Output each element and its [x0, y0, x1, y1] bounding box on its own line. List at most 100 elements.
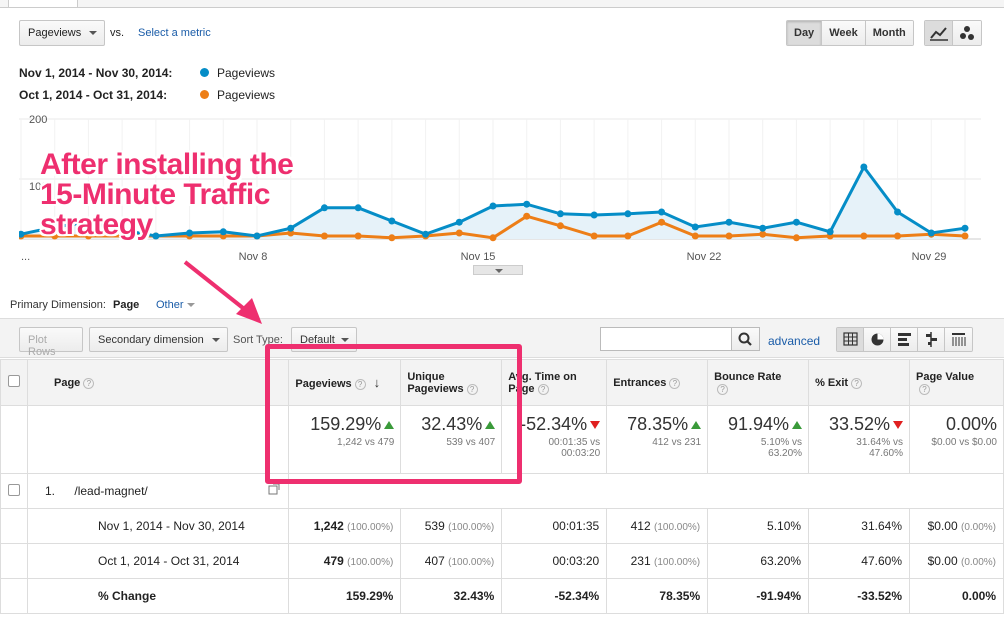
- help-icon[interactable]: ?: [851, 377, 863, 389]
- performance-view-button[interactable]: [891, 328, 918, 351]
- day-button[interactable]: Day: [787, 21, 823, 45]
- data-point[interactable]: [691, 223, 699, 231]
- data-point[interactable]: [489, 234, 497, 242]
- header-page[interactable]: Page?: [26, 359, 290, 406]
- primary-dimension-page[interactable]: Page: [113, 299, 140, 311]
- x-tick-label: Nov 29: [911, 251, 947, 263]
- data-point[interactable]: [691, 232, 699, 240]
- select-all-checkbox[interactable]: [8, 375, 20, 387]
- external-link-icon[interactable]: [268, 483, 280, 495]
- data-point[interactable]: [388, 217, 396, 225]
- data-point[interactable]: [186, 229, 194, 237]
- data-point[interactable]: [556, 222, 564, 230]
- data-point[interactable]: [523, 212, 531, 220]
- cell-percent: (100.00%): [347, 557, 394, 568]
- data-point[interactable]: [658, 218, 666, 226]
- data-point[interactable]: [152, 232, 160, 240]
- select-metric-link[interactable]: Select a metric: [138, 27, 211, 39]
- cell-value: $0.00 (0.00%): [909, 543, 1004, 579]
- data-point[interactable]: [455, 229, 463, 237]
- header-bounce-rate[interactable]: Bounce Rate?: [707, 359, 810, 406]
- data-point[interactable]: [84, 232, 92, 240]
- data-point[interactable]: [455, 218, 463, 226]
- header-page-value[interactable]: Page Value?: [909, 359, 1004, 406]
- page-link[interactable]: /lead-magnet/: [74, 484, 148, 498]
- data-point[interactable]: [860, 232, 868, 240]
- data-point[interactable]: [961, 232, 969, 240]
- week-button[interactable]: Week: [822, 21, 866, 45]
- data-point[interactable]: [792, 234, 800, 242]
- data-point[interactable]: [219, 228, 227, 236]
- motion-chart-button[interactable]: [953, 21, 981, 45]
- header-pageviews[interactable]: Pageviews? ↓: [288, 359, 402, 406]
- data-point[interactable]: [489, 202, 497, 210]
- data-point[interactable]: [826, 228, 834, 236]
- data-point[interactable]: [287, 224, 295, 232]
- data-point[interactable]: [118, 226, 126, 234]
- data-point[interactable]: [287, 229, 295, 237]
- data-point[interactable]: [894, 232, 902, 240]
- search-button[interactable]: [731, 328, 759, 350]
- legend-item-previous: Oct 1, 2014 - Oct 31, 2014: Pageviews: [19, 88, 275, 102]
- row-checkbox[interactable]: [8, 483, 20, 496]
- data-point[interactable]: [19, 230, 25, 238]
- data-point[interactable]: [725, 218, 733, 226]
- line-chart-button[interactable]: [925, 21, 953, 45]
- data-point[interactable]: [590, 211, 598, 219]
- primary-dimension-other[interactable]: Other: [156, 299, 195, 311]
- x-tick-label: Nov 8: [238, 251, 268, 263]
- chart-collapse-handle[interactable]: [473, 265, 523, 275]
- data-point[interactable]: [388, 234, 396, 242]
- secondary-dimension-select[interactable]: Secondary dimension: [89, 327, 228, 352]
- header-exit[interactable]: % Exit?: [808, 359, 910, 406]
- data-point[interactable]: [759, 230, 767, 238]
- pie-view-button[interactable]: [864, 328, 891, 351]
- data-point[interactable]: [927, 229, 935, 237]
- data-point[interactable]: [422, 230, 430, 238]
- help-icon[interactable]: ?: [354, 379, 366, 390]
- data-point[interactable]: [354, 204, 362, 212]
- metric-select[interactable]: Pageviews: [19, 20, 105, 46]
- x-tick-label: Nov 22: [686, 251, 722, 263]
- chart-canvas: [19, 118, 981, 242]
- data-point[interactable]: [253, 232, 261, 240]
- help-icon[interactable]: ?: [466, 383, 478, 395]
- comparison-view-button[interactable]: [918, 328, 945, 351]
- data-point[interactable]: [860, 163, 868, 171]
- data-point[interactable]: [658, 208, 666, 216]
- data-point[interactable]: [84, 218, 92, 226]
- data-point[interactable]: [961, 224, 969, 232]
- plot-rows-button[interactable]: Plot Rows: [19, 327, 83, 358]
- data-point[interactable]: [624, 232, 632, 240]
- help-icon[interactable]: ?: [537, 383, 549, 395]
- pivot-view-button[interactable]: [945, 328, 972, 351]
- header-entrances[interactable]: Entrances?: [606, 359, 709, 406]
- help-icon[interactable]: ?: [83, 377, 95, 389]
- data-point[interactable]: [590, 232, 598, 240]
- cell-percent: (100.00%): [347, 522, 394, 533]
- tab-explorer[interactable]: [8, 0, 78, 8]
- table-view-button[interactable]: [837, 328, 864, 351]
- data-point[interactable]: [320, 204, 328, 212]
- data-point[interactable]: [51, 232, 59, 240]
- data-point[interactable]: [51, 223, 59, 231]
- data-point[interactable]: [118, 232, 126, 240]
- help-icon[interactable]: ?: [919, 383, 930, 395]
- data-point[interactable]: [792, 218, 800, 226]
- month-button[interactable]: Month: [865, 21, 913, 45]
- table-search-input[interactable]: [600, 327, 760, 351]
- highlight-box: [265, 344, 522, 484]
- data-point[interactable]: [320, 232, 328, 240]
- advanced-filter-link[interactable]: advanced: [768, 334, 821, 348]
- data-point[interactable]: [624, 210, 632, 218]
- page-cell: 1. /lead-magnet/: [26, 473, 290, 509]
- data-point[interactable]: [523, 200, 531, 208]
- header-unique-pageviews[interactable]: Unique Pageviews?: [400, 359, 503, 406]
- data-point[interactable]: [725, 232, 733, 240]
- help-icon[interactable]: ?: [669, 377, 681, 389]
- data-point[interactable]: [894, 208, 902, 216]
- data-point[interactable]: [556, 210, 564, 218]
- data-point[interactable]: [354, 232, 362, 240]
- data-point[interactable]: [759, 224, 767, 232]
- help-icon[interactable]: ?: [717, 383, 729, 395]
